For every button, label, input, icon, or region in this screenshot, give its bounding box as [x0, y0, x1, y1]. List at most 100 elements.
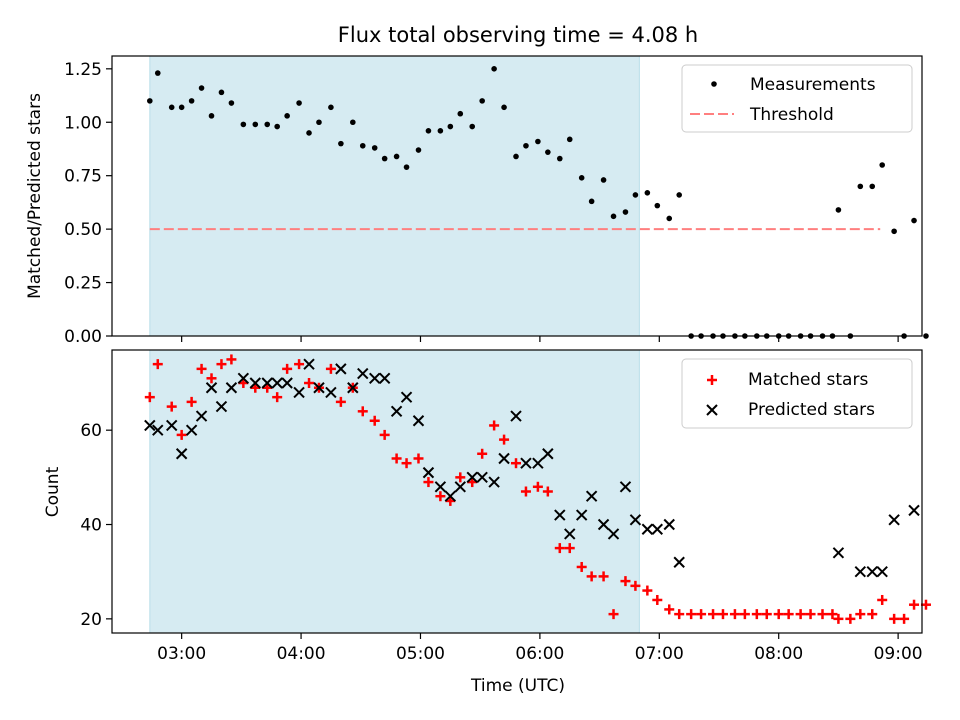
matched-star-point [325, 363, 336, 374]
bottom-shaded-span [149, 349, 640, 634]
measurement-point [415, 147, 422, 153]
matched-star-point [144, 392, 155, 403]
matched-star-point [176, 429, 187, 440]
measurement-point [479, 98, 485, 104]
predicted-star-point [152, 424, 164, 436]
predicted-star-point [281, 377, 293, 389]
y-tick-label: 1.00 [64, 113, 102, 133]
matched-star-point [652, 594, 663, 605]
matched-star-point [920, 599, 931, 610]
predicted-star-point [854, 565, 867, 578]
top-x-ticks [181, 336, 899, 342]
matched-star-point [335, 396, 346, 407]
predicted-star-point [532, 457, 544, 469]
measurement-point [218, 89, 225, 96]
matched-star-point [717, 609, 728, 620]
measurement-point [622, 209, 629, 215]
matched-star-point [455, 472, 466, 483]
measurement-point [208, 113, 215, 119]
x-tick-label: 05:00 [396, 644, 445, 664]
y-tick-label: 20 [80, 610, 102, 630]
measurement-point [600, 177, 607, 183]
predicted-star-point [357, 367, 369, 380]
matched-star-point [272, 392, 283, 403]
predicted-star-point [673, 556, 685, 568]
matched-star-point [379, 429, 390, 440]
predicted-star-point [629, 514, 642, 526]
predicted-star-point [303, 358, 315, 370]
predicted-star-point [144, 419, 156, 432]
measurement-point [393, 153, 400, 160]
top-plot-frame [111, 55, 923, 337]
legend-threshold-label: Threshold [749, 105, 834, 125]
y-tick-label: 0.75 [64, 167, 102, 187]
matched-star-point [889, 613, 900, 624]
predicted-star-point [542, 448, 554, 460]
predicted-star-point [585, 490, 598, 502]
predicted-star-point [498, 452, 510, 465]
matched-star-point [554, 543, 565, 554]
x-tick-label: 07:00 [635, 644, 684, 664]
matched-star-point [294, 359, 305, 370]
x-tick-label: 06:00 [515, 644, 564, 664]
matched-star-point [817, 609, 828, 620]
matched-star-point [391, 453, 402, 464]
x-tick-label: 09:00 [874, 644, 923, 664]
matched-star-point [805, 609, 816, 620]
measurement-point [240, 121, 247, 128]
predicted-star-point [422, 466, 435, 479]
measurement-point [447, 123, 454, 130]
predicted-star-point [165, 419, 178, 432]
matched-star-point [489, 420, 500, 431]
predicted-star-point [368, 372, 381, 385]
predicted-star-point [271, 377, 283, 389]
measurement-point [501, 104, 507, 111]
measurement-point [252, 121, 259, 128]
matched-star-point [795, 609, 806, 620]
y-tick-label: 60 [80, 421, 102, 441]
measurement-point [545, 149, 551, 155]
matched-star-point [511, 458, 522, 469]
measurement-point [666, 215, 673, 222]
matched-star-point [630, 580, 641, 591]
measurement-point [359, 142, 366, 149]
measurement-point [891, 228, 897, 235]
predicted-star-point [476, 471, 488, 484]
predicted-star-point [466, 471, 478, 484]
measurement-points [147, 66, 929, 339]
measurement-point [632, 192, 639, 198]
measurement-point [403, 164, 410, 170]
predicted-star-point [554, 509, 566, 521]
matched-star-point [423, 477, 434, 488]
matched-star-point [357, 406, 368, 417]
matched-star-point [686, 609, 697, 620]
matched-star-point [477, 448, 488, 459]
measurement-point [316, 119, 322, 126]
top-legend: Measurements Threshold [681, 64, 913, 133]
matched-star-point [909, 599, 920, 610]
y-tick-label: 0.00 [64, 327, 102, 347]
measurement-point [381, 155, 388, 162]
predicted-star-point [400, 391, 413, 403]
measurement-point [228, 100, 235, 106]
bottom-y-axis-label: Count [43, 466, 63, 517]
x-axis-label: Time (UTC) [470, 676, 565, 696]
matched-star-point [761, 609, 772, 620]
matched-star-point [877, 594, 888, 605]
x-tick-label: 03:00 [157, 644, 206, 664]
measurement-point [610, 213, 617, 220]
measurement-point [198, 85, 205, 91]
measurement-point [869, 183, 876, 190]
matched-star-point [520, 486, 531, 497]
predicted-star-point [205, 382, 218, 394]
matched-star-point [196, 363, 207, 374]
measurement-point [578, 175, 585, 181]
count-points [144, 354, 931, 624]
matched-star-point [369, 415, 380, 426]
matched-star-point [206, 373, 217, 384]
measurement-point [350, 119, 356, 126]
predicted-star-point [195, 410, 208, 422]
predicted-star-point [619, 481, 632, 493]
matched-star-point [708, 609, 719, 620]
measurement-point [371, 145, 378, 151]
